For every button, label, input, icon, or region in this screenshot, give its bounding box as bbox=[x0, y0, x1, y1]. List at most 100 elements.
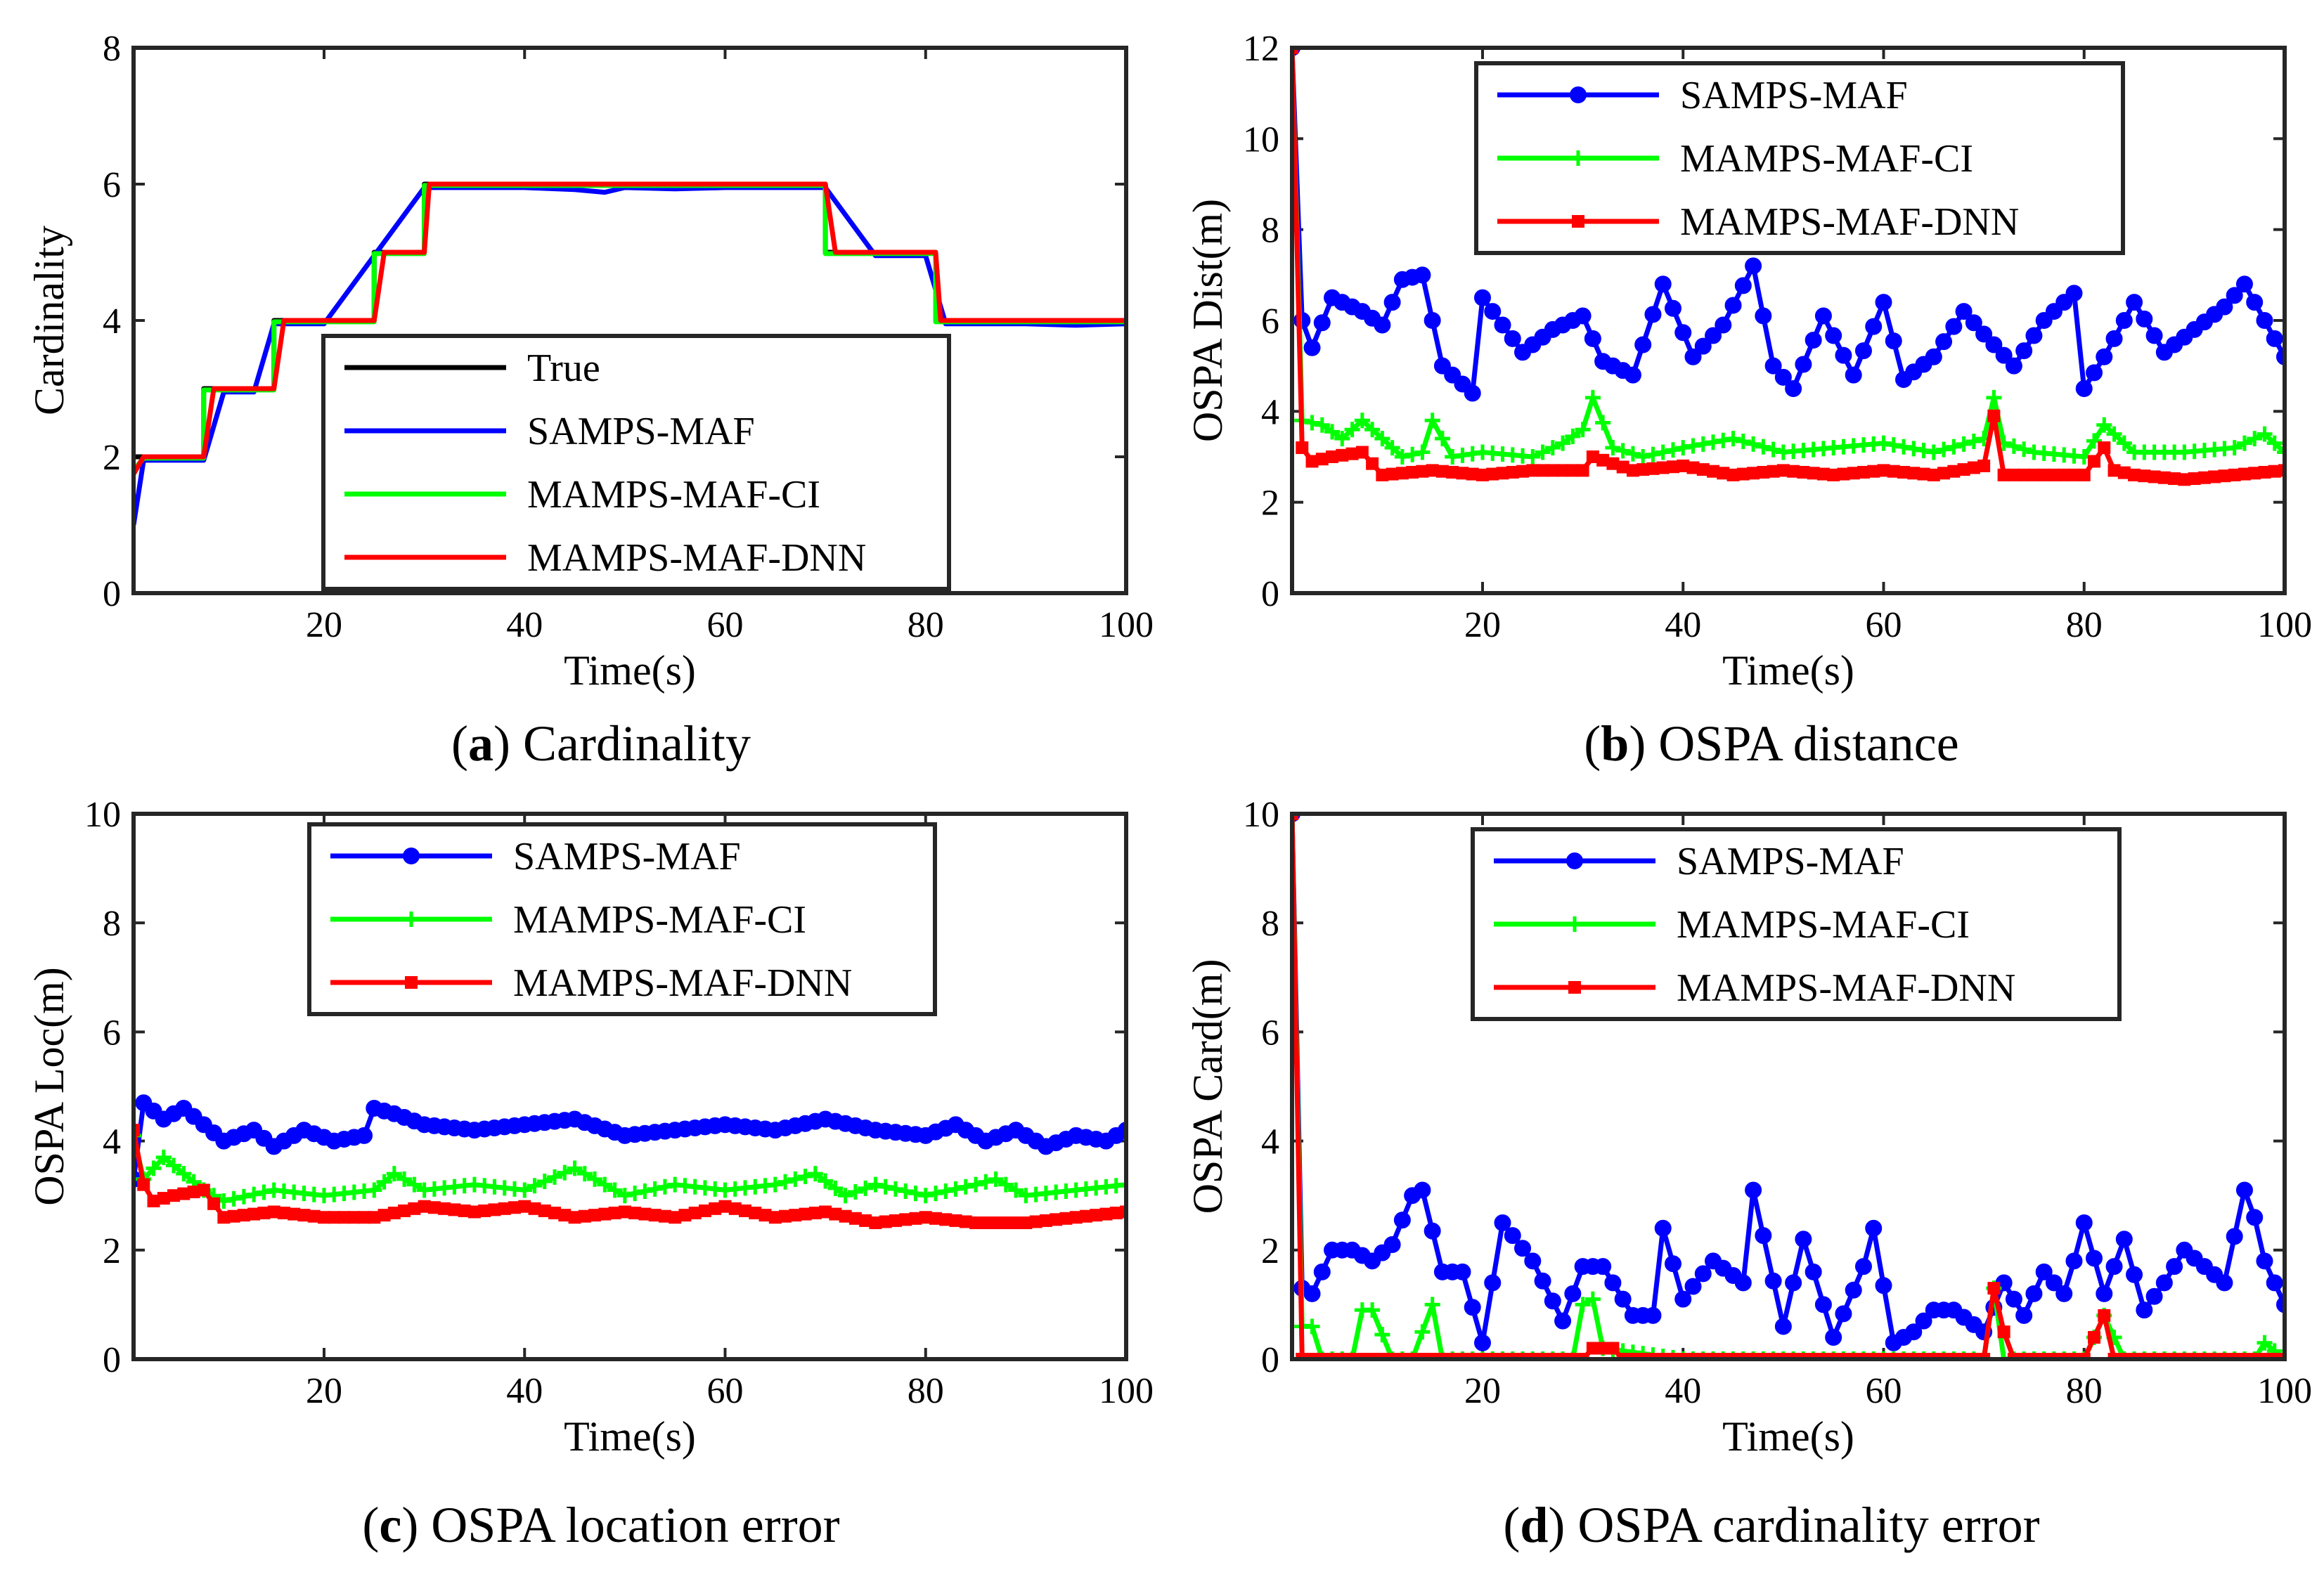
series-mamps-maf-dnn-marker bbox=[1757, 1353, 1770, 1359]
axes-frame bbox=[131, 46, 1128, 595]
series-mamps-maf-dnn-marker bbox=[387, 1207, 401, 1220]
series-mamps-maf-ci-marker bbox=[1324, 424, 1341, 440]
x-tick-label: 100 bbox=[1099, 1371, 1154, 1411]
series-mamps-maf-dnn-marker bbox=[1596, 1342, 1610, 1355]
series-mamps-maf-dnn-marker bbox=[177, 1187, 191, 1200]
series-samps-maf-marker bbox=[1684, 348, 1702, 365]
series-mamps-maf-dnn-marker bbox=[2058, 1353, 2071, 1359]
series-samps-maf-marker bbox=[1484, 303, 1502, 320]
series-mamps-maf-ci-marker bbox=[517, 1182, 533, 1198]
series-mamps-maf-dnn-marker bbox=[1366, 457, 1379, 470]
x-tick-label: 60 bbox=[1865, 1371, 1902, 1411]
series-mamps-maf-dnn-marker bbox=[1566, 464, 1580, 477]
series-mamps-maf-ci-marker bbox=[597, 1176, 613, 1193]
series-mamps-maf-dnn-marker bbox=[548, 1207, 562, 1220]
series-mamps-maf-dnn-marker bbox=[377, 1209, 391, 1222]
series-mamps-maf-dnn-marker bbox=[147, 1194, 160, 1207]
series-mamps-maf-dnn-marker bbox=[157, 1192, 170, 1205]
caption-letter: b bbox=[1601, 715, 1629, 772]
series-mamps-maf-dnn-marker bbox=[628, 1207, 642, 1220]
series-mamps-maf-dnn-marker bbox=[1816, 467, 1830, 481]
series-samps-maf-marker bbox=[1514, 1240, 1532, 1257]
series-mamps-maf-ci-marker bbox=[1405, 446, 1421, 462]
series-mamps-maf-dnn-marker bbox=[2077, 1353, 2091, 1359]
series-mamps-maf-ci-marker bbox=[1936, 441, 1952, 457]
series-mamps-maf-dnn-marker bbox=[1747, 1353, 1760, 1359]
series-mamps-maf-dnn-marker bbox=[1847, 1353, 1860, 1359]
series-mamps-maf-ci-marker bbox=[1575, 1297, 1591, 1313]
series-mamps-maf-dnn-marker bbox=[2258, 465, 2271, 479]
series-mamps-maf-dnn-marker bbox=[1807, 467, 1820, 480]
series-mamps-maf-dnn-marker bbox=[568, 1211, 581, 1224]
series-mamps-maf-dnn-marker bbox=[1536, 464, 1549, 477]
series-mamps-maf-dnn-marker bbox=[1686, 1353, 1700, 1359]
series-mamps-maf-dnn-marker bbox=[1717, 1353, 1730, 1359]
series-samps-maf-marker bbox=[1845, 1281, 1862, 1299]
series-mamps-maf-dnn-marker bbox=[368, 1211, 381, 1224]
series-samps-maf-marker bbox=[1734, 277, 1752, 294]
series-samps-maf-marker bbox=[1494, 1214, 1511, 1231]
series-mamps-maf-dnn-marker bbox=[2018, 1353, 2031, 1359]
series-mamps-maf-dnn-marker bbox=[1315, 453, 1329, 466]
series-mamps-maf-dnn-marker bbox=[2258, 1353, 2271, 1359]
series-samps-maf-marker bbox=[1303, 339, 1321, 356]
series-samps-maf-marker bbox=[2086, 364, 2103, 382]
series-mamps-maf-ci-marker bbox=[1605, 440, 1621, 456]
series-samps-maf-marker bbox=[1393, 1212, 1411, 1229]
x-tick-label: 100 bbox=[1099, 605, 1154, 645]
series-samps-maf-marker bbox=[2266, 330, 2283, 347]
panel-caption: (d) OSPA cardinality error bbox=[1503, 1497, 2039, 1553]
series-samps-maf-marker bbox=[1854, 1258, 1872, 1276]
series-mamps-maf-ci-marker bbox=[1334, 431, 1350, 447]
series-mamps-maf-dnn-marker bbox=[1326, 1353, 1339, 1359]
series-mamps-maf-dnn-marker bbox=[939, 1213, 953, 1226]
series-mamps-maf-dnn-marker bbox=[2117, 1353, 2131, 1359]
series-mamps-maf-dnn-marker bbox=[1787, 465, 1800, 478]
series-mamps-maf-ci-marker bbox=[1595, 415, 1611, 431]
series-samps-maf-marker bbox=[1764, 1272, 1782, 1290]
series-mamps-maf-dnn-marker bbox=[848, 1212, 862, 1225]
series-mamps-maf-ci-marker bbox=[767, 1176, 783, 1193]
series-mamps-maf-ci-marker bbox=[1584, 1291, 1601, 1307]
series-mamps-maf-ci-marker bbox=[1584, 389, 1601, 405]
series-mamps-maf-dnn-marker bbox=[1977, 1353, 1991, 1359]
series-mamps-maf-ci-marker bbox=[1925, 444, 1942, 460]
series-mamps-maf-dnn-marker bbox=[999, 1216, 1012, 1229]
series-samps-maf-marker bbox=[1694, 1265, 1712, 1283]
series-mamps-maf-ci-marker bbox=[1685, 438, 1701, 454]
series-mamps-maf-dnn-marker bbox=[207, 1197, 221, 1210]
series-mamps-maf-ci-marker bbox=[1424, 1297, 1440, 1313]
series-samps-maf-marker bbox=[2055, 1285, 2073, 1302]
series-mamps-maf-dnn-marker bbox=[2168, 472, 2181, 486]
legend-marker bbox=[403, 848, 420, 864]
series-mamps-maf-dnn-marker bbox=[1506, 1353, 1519, 1359]
chart-panel-1: 20 40 60 80 100 0 2 4 6 8 Time(s) Cardinality True SA… bbox=[26, 29, 1154, 772]
x-axis-label: Time(s) bbox=[1722, 647, 1854, 694]
legend-marker bbox=[1570, 150, 1586, 166]
series-mamps-maf-dnn-marker bbox=[558, 1209, 572, 1222]
series-mamps-maf-dnn-marker bbox=[197, 1183, 210, 1197]
series-mamps-maf-dnn-marker bbox=[1009, 1216, 1023, 1229]
series-mamps-maf-ci-marker bbox=[1414, 1324, 1431, 1340]
series-mamps-maf-dnn-marker bbox=[398, 1204, 411, 1217]
series-mamps-maf-ci-marker bbox=[1695, 436, 1711, 452]
series-mamps-maf-ci-marker bbox=[1986, 389, 2002, 405]
series-mamps-maf-dnn-marker bbox=[1767, 1353, 1780, 1359]
series-mamps-maf-ci-marker bbox=[166, 1157, 182, 1174]
x-tick-label: 20 bbox=[1464, 605, 1501, 645]
series-mamps-maf-dnn-marker bbox=[2268, 465, 2281, 478]
series-mamps-maf-ci-marker bbox=[827, 1180, 844, 1196]
series-samps-maf-marker bbox=[1664, 1255, 1681, 1273]
series-mamps-maf-dnn-marker bbox=[1355, 1353, 1369, 1359]
series-samps-maf-marker bbox=[2115, 312, 2133, 329]
y-tick-label: 2 bbox=[1261, 484, 1279, 524]
series-mamps-maf-dnn-marker bbox=[2107, 1353, 2121, 1359]
series-samps-maf-marker bbox=[1935, 333, 1953, 351]
series-mamps-maf-dnn-marker bbox=[1967, 461, 1980, 474]
series-mamps-maf-dnn-marker bbox=[1090, 1209, 1103, 1222]
series-mamps-maf-dnn-marker bbox=[1616, 1353, 1629, 1359]
y-tick-label: 8 bbox=[1261, 211, 1279, 251]
series-samps-maf-marker bbox=[1705, 327, 1722, 344]
series-mamps-maf-ci-marker bbox=[1745, 436, 1762, 452]
y-tick-label: 6 bbox=[103, 165, 121, 205]
